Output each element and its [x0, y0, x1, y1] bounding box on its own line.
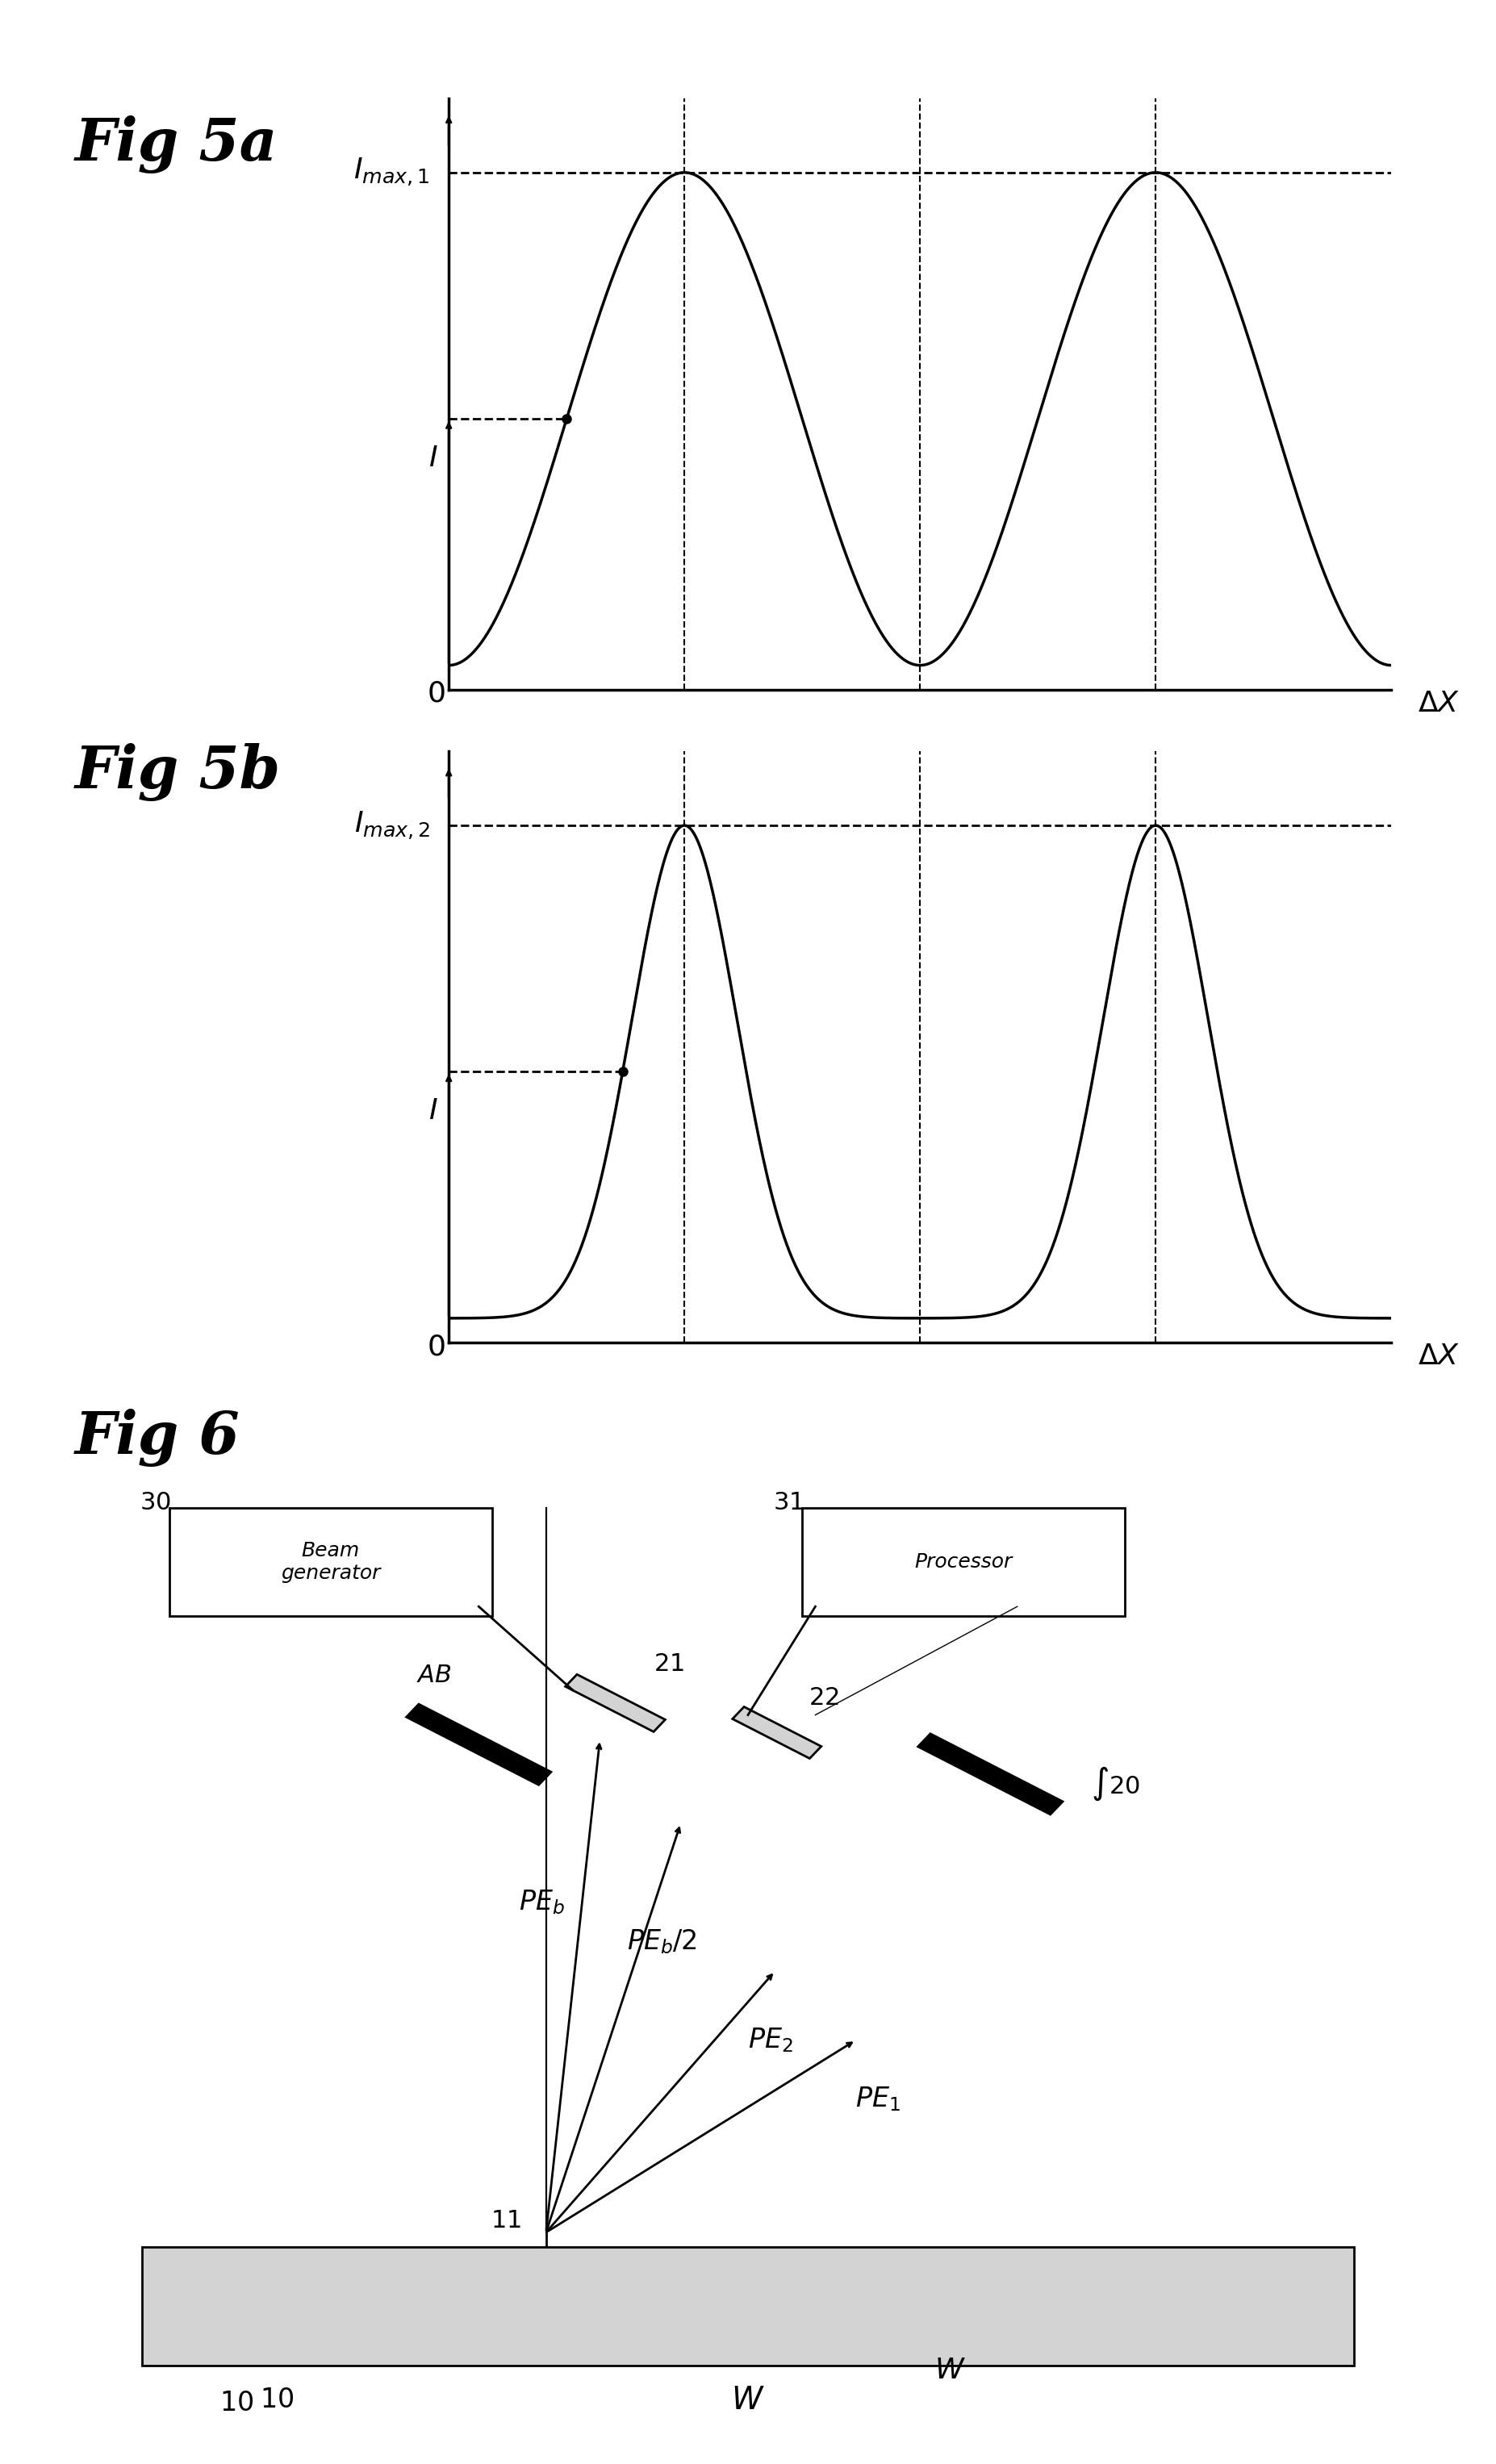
- Text: $W$: $W$: [935, 2356, 965, 2385]
- Text: $PE_1$: $PE_1$: [856, 2085, 901, 2114]
- Text: $21$: $21$: [654, 1653, 684, 1676]
- Text: $W$: $W$: [732, 2385, 764, 2415]
- Text: $PE_b/2$: $PE_b/2$: [627, 1927, 697, 1956]
- Text: $\mathsf{\int}$20: $\mathsf{\int}$20: [1092, 1764, 1141, 1804]
- Polygon shape: [919, 1735, 1062, 1814]
- Text: $10$: $10$: [260, 2388, 293, 2412]
- Text: $I$: $I$: [428, 1096, 437, 1126]
- Text: Fig 5b: Fig 5b: [75, 744, 281, 801]
- Text: Fig 5a: Fig 5a: [75, 116, 278, 172]
- Text: $\Delta X$: $\Delta X$: [1418, 1343, 1460, 1370]
- Text: $I$: $I$: [428, 444, 437, 473]
- FancyBboxPatch shape: [169, 1508, 492, 1616]
- FancyBboxPatch shape: [802, 1508, 1125, 1616]
- Text: Beam
generator: Beam generator: [281, 1542, 380, 1582]
- Text: Processor: Processor: [914, 1552, 1013, 1572]
- Text: $0$: $0$: [426, 680, 444, 707]
- Text: $AB$: $AB$: [417, 1663, 452, 1688]
- Text: $PE_b$: $PE_b$: [519, 1887, 565, 1917]
- Text: Fig 6: Fig 6: [75, 1409, 239, 1466]
- Text: $0$: $0$: [426, 1333, 444, 1360]
- Text: $\Delta X$: $\Delta X$: [1418, 690, 1460, 717]
- Text: $31$: $31$: [773, 1491, 803, 1515]
- Polygon shape: [407, 1705, 551, 1784]
- Text: $PE_2$: $PE_2$: [748, 2025, 793, 2055]
- Polygon shape: [565, 1676, 666, 1732]
- Polygon shape: [733, 1708, 821, 1759]
- Text: $I_{max,1}$: $I_{max,1}$: [355, 158, 429, 187]
- Text: $22$: $22$: [808, 1688, 839, 1710]
- Text: $I_{max,2}$: $I_{max,2}$: [355, 811, 429, 840]
- Bar: [142, 2247, 1354, 2365]
- Text: $10$: $10$: [220, 2390, 253, 2417]
- Text: $30$: $30$: [141, 1491, 171, 1515]
- Text: $11$: $11$: [491, 2210, 521, 2232]
